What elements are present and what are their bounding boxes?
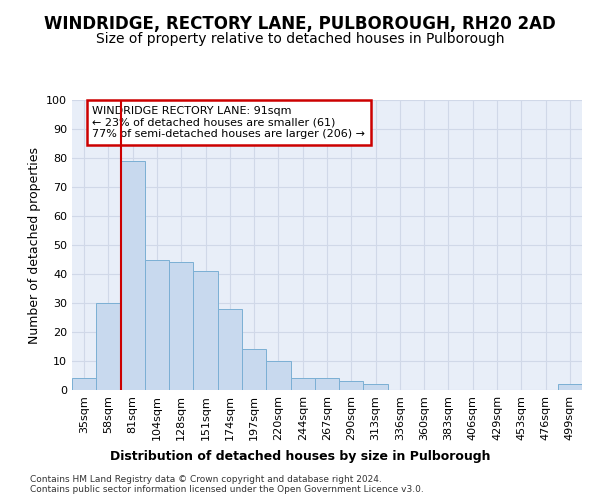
- Bar: [72, 378, 96, 390]
- Bar: [242, 350, 266, 390]
- Text: Size of property relative to detached houses in Pulborough: Size of property relative to detached ho…: [96, 32, 504, 46]
- Y-axis label: Number of detached properties: Number of detached properties: [28, 146, 41, 344]
- Text: WINDRIDGE, RECTORY LANE, PULBOROUGH, RH20 2AD: WINDRIDGE, RECTORY LANE, PULBOROUGH, RH2…: [44, 15, 556, 33]
- Bar: [169, 262, 193, 390]
- Bar: [339, 382, 364, 390]
- Bar: [193, 271, 218, 390]
- Bar: [315, 378, 339, 390]
- Bar: [364, 384, 388, 390]
- Bar: [121, 161, 145, 390]
- Text: Distribution of detached houses by size in Pulborough: Distribution of detached houses by size …: [110, 450, 490, 463]
- Bar: [266, 361, 290, 390]
- Bar: [290, 378, 315, 390]
- Bar: [96, 303, 121, 390]
- Text: WINDRIDGE RECTORY LANE: 91sqm
← 23% of detached houses are smaller (61)
77% of s: WINDRIDGE RECTORY LANE: 91sqm ← 23% of d…: [92, 106, 365, 139]
- Bar: [145, 260, 169, 390]
- Bar: [218, 309, 242, 390]
- Bar: [558, 384, 582, 390]
- Text: Contains HM Land Registry data © Crown copyright and database right 2024.
Contai: Contains HM Land Registry data © Crown c…: [30, 475, 424, 494]
